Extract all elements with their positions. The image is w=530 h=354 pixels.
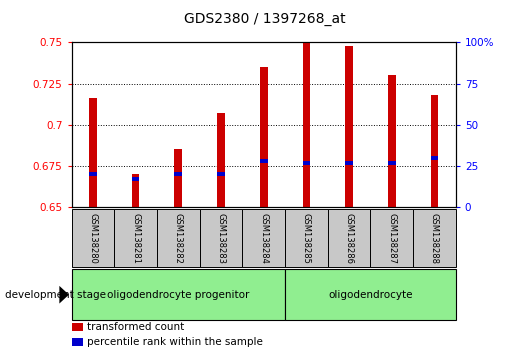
Bar	[328, 209, 370, 267]
Bar	[430, 95, 438, 207]
Text: GSM138288: GSM138288	[430, 212, 439, 264]
Bar	[89, 98, 97, 207]
Text: oligodendrocyte progenitor: oligodendrocyte progenitor	[107, 290, 250, 300]
Text: GSM138280: GSM138280	[89, 213, 98, 263]
Bar	[285, 209, 328, 267]
Bar	[260, 67, 268, 207]
Text: development stage: development stage	[5, 290, 107, 300]
Bar	[132, 174, 139, 207]
Bar	[260, 159, 268, 163]
Bar	[345, 46, 353, 207]
Bar	[345, 161, 353, 165]
Bar	[174, 149, 182, 207]
Bar	[388, 75, 395, 207]
Bar	[72, 209, 114, 267]
Bar	[370, 209, 413, 267]
Text: GSM138284: GSM138284	[259, 213, 268, 263]
Text: GSM138283: GSM138283	[216, 212, 225, 264]
Text: GSM138285: GSM138285	[302, 213, 311, 263]
Bar	[303, 42, 310, 207]
Bar	[303, 161, 310, 165]
Text: GSM138287: GSM138287	[387, 212, 396, 264]
Bar	[174, 172, 182, 176]
Text: GSM138282: GSM138282	[174, 213, 183, 263]
Text: GDS2380 / 1397268_at: GDS2380 / 1397268_at	[184, 12, 346, 27]
Text: percentile rank within the sample: percentile rank within the sample	[87, 337, 263, 347]
Text: oligodendrocyte: oligodendrocyte	[328, 290, 413, 300]
Bar	[217, 172, 225, 176]
Bar	[72, 269, 285, 320]
Bar	[242, 209, 285, 267]
Bar	[132, 177, 139, 181]
Bar	[217, 113, 225, 207]
Bar	[114, 209, 157, 267]
Text: transformed count: transformed count	[87, 322, 184, 332]
Bar	[89, 172, 97, 176]
Polygon shape	[59, 286, 69, 304]
Text: GSM138281: GSM138281	[131, 213, 140, 263]
Bar	[285, 269, 456, 320]
Bar	[388, 161, 395, 165]
Bar	[413, 209, 456, 267]
Text: GSM138286: GSM138286	[344, 212, 354, 264]
Bar	[430, 156, 438, 160]
Bar	[200, 209, 242, 267]
Bar	[157, 209, 200, 267]
